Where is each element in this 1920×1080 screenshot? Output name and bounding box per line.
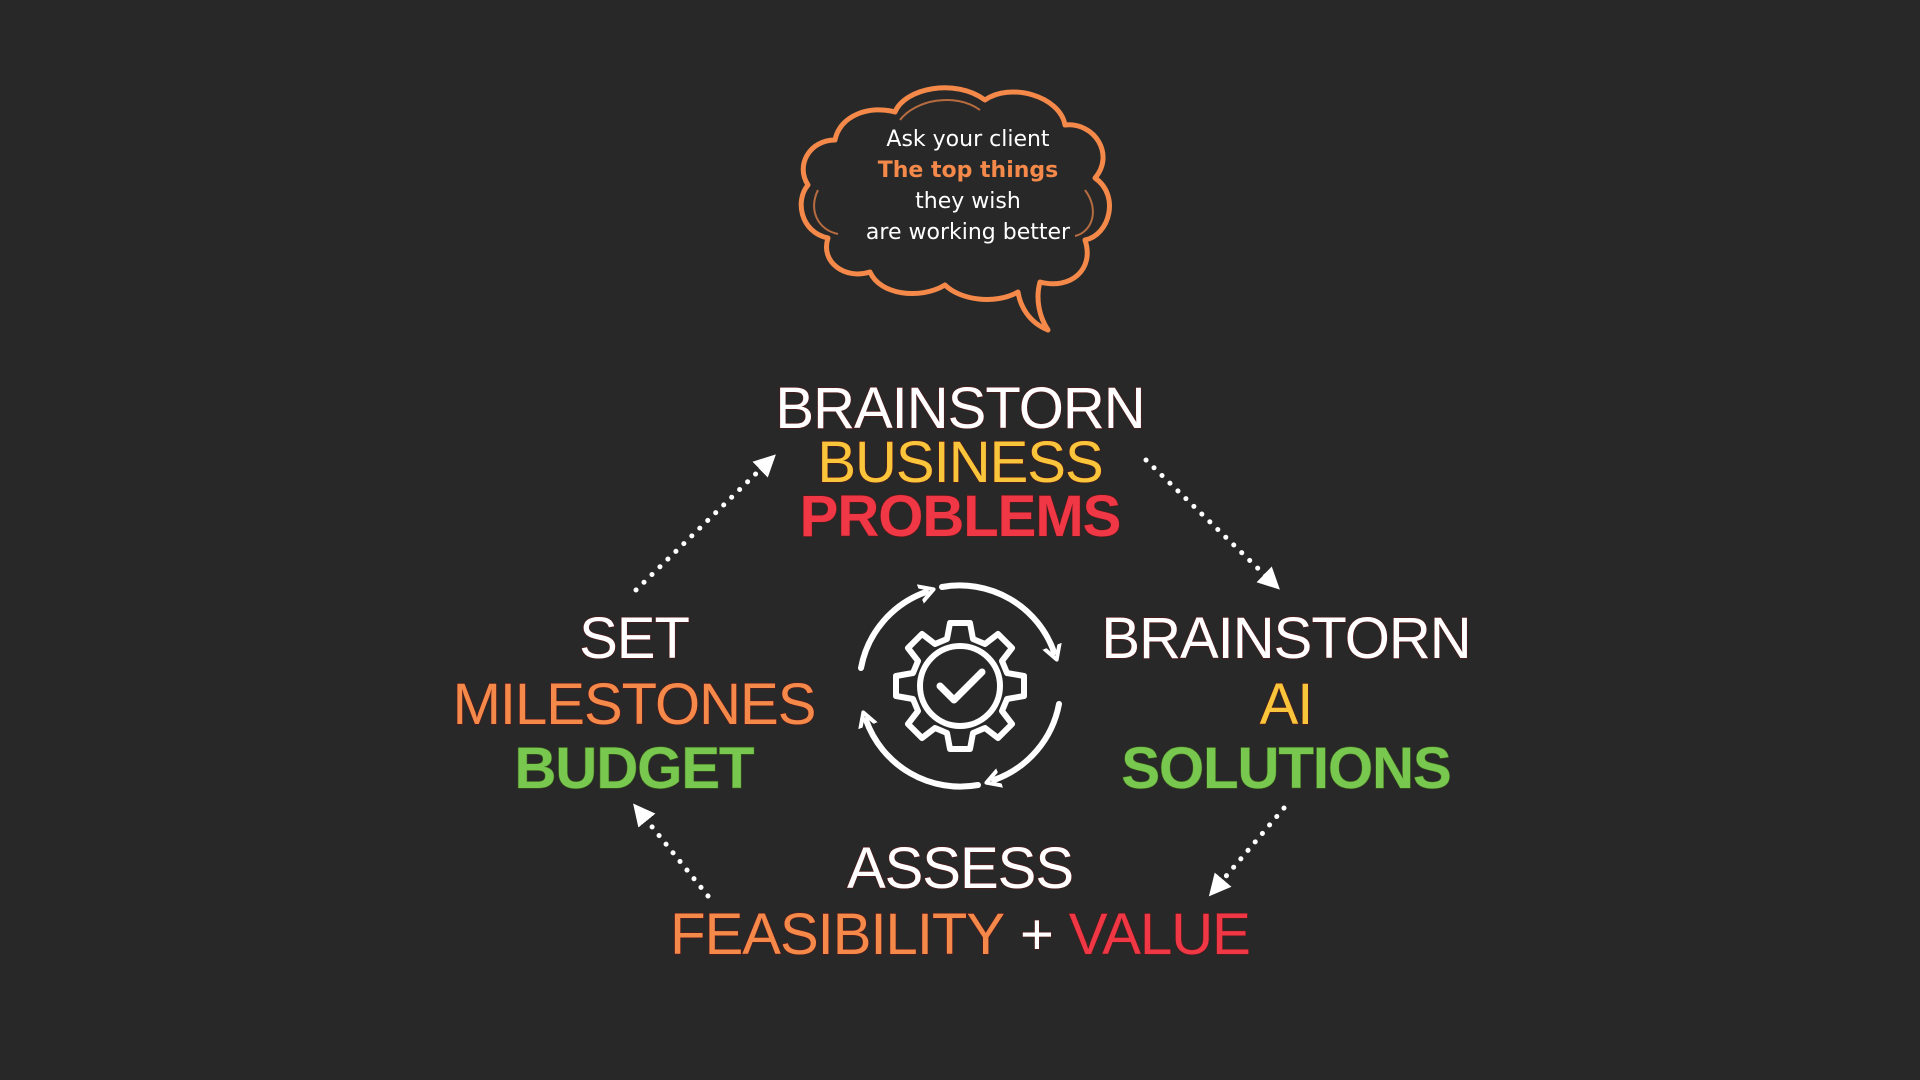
node-brainstorm-ai-solutions: BRAINSTORN AI SOLUTIONS	[1101, 605, 1472, 801]
arrow-left-to-top	[633, 454, 776, 593]
thought-bubble-outline	[798, 85, 1112, 333]
gear-check-cycle-icon	[858, 582, 1062, 790]
bubble-line-3: they wish	[915, 189, 1021, 214]
node-assess-feasibility-value: ASSESS FEASIBILITY + VALUE	[670, 835, 1252, 967]
check-icon	[936, 668, 986, 704]
bubble-line-4: are working better	[866, 220, 1071, 245]
top-node-line-2: BUSINESS	[817, 430, 1102, 495]
left-node-line-1: SET	[579, 606, 689, 671]
node-set-milestones-budget: SET MILESTONES BUDGET	[452, 605, 817, 801]
gear-inner-circle	[917, 643, 1003, 729]
left-node-line-3: BUDGET	[515, 736, 754, 801]
bottom-node-plus: +	[1020, 902, 1053, 967]
thought-bubble: Ask your client The top things they wish…	[798, 85, 1112, 333]
right-node-line-3: SOLUTIONS	[1121, 736, 1450, 801]
right-node-line-1: BRAINSTORN	[1101, 606, 1470, 671]
left-node-line-2: MILESTONES	[453, 672, 816, 737]
bottom-node-value: VALUE	[1069, 902, 1250, 967]
bubble-line-1: Ask your client	[886, 127, 1050, 152]
arrow-top-to-right	[1143, 457, 1280, 590]
bottom-node-line-2: FEASIBILITY + VALUE	[670, 902, 1250, 967]
bottom-node-line-1: ASSESS	[847, 836, 1073, 901]
bubble-line-2: The top things	[878, 158, 1059, 183]
arrow-bottom-to-left	[633, 803, 711, 899]
arrow-right-to-bottom	[1208, 805, 1287, 897]
node-brainstorm-business-problems: BRAINSTORN BUSINESS PROBLEMS	[775, 375, 1146, 549]
bottom-node-feasibility: FEASIBILITY	[670, 902, 1004, 967]
top-node-line-1: BRAINSTORN	[775, 376, 1144, 441]
connectors	[633, 454, 1287, 899]
top-node-line-3: PROBLEMS	[800, 484, 1121, 549]
right-node-line-2: AI	[1260, 672, 1313, 737]
gear-icon	[893, 620, 1027, 752]
